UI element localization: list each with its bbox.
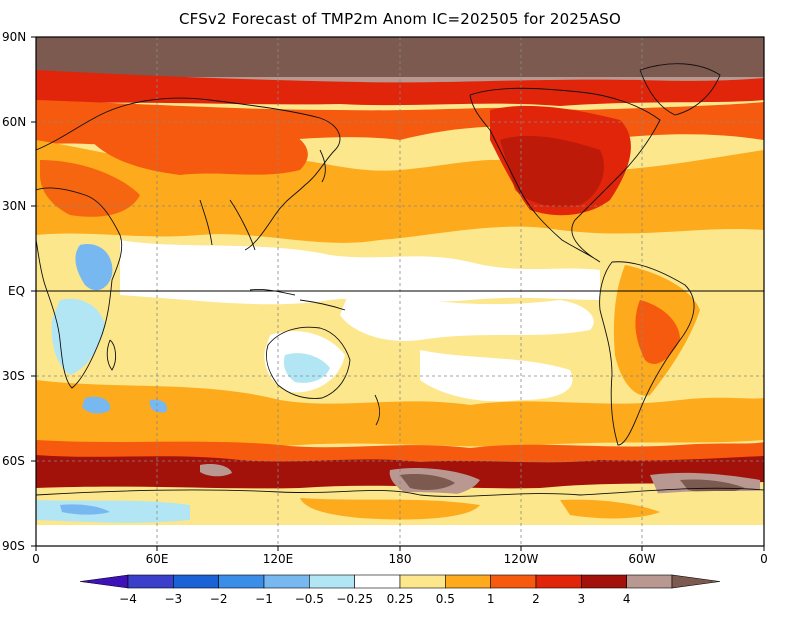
colorbar-tick-label: −0.5: [294, 592, 324, 606]
lat-label: 90N: [2, 30, 27, 44]
lon-label: 60W: [628, 552, 656, 566]
colorbar-tick-label: 1: [486, 592, 495, 606]
lat-label: 90S: [2, 539, 25, 553]
colorbar: [79, 574, 721, 589]
lat-label: 60N: [2, 115, 27, 129]
colorbar-swatch: [490, 574, 537, 589]
colorbar-arrow-high: [671, 574, 721, 589]
colorbar-swatch: [354, 574, 401, 589]
lat-label: 30N: [2, 199, 27, 213]
coastlines: [36, 63, 764, 497]
colorbar-tick-label: −0.25: [336, 592, 374, 606]
colorbar-swatch: [399, 574, 446, 589]
lat-label: 60S: [2, 454, 25, 468]
axis-ticks: [31, 36, 765, 551]
colorbar-swatch: [581, 574, 627, 589]
colorbar-swatch: [445, 574, 491, 589]
colorbar-tick-label: −2: [209, 592, 228, 606]
colorbar-arrow-low: [79, 574, 129, 589]
lon-label: 0: [760, 552, 768, 566]
lon-label: 60E: [145, 552, 169, 566]
colorbar-swatch: [127, 574, 174, 589]
colorbar-tick-label: 4: [622, 592, 631, 606]
colorbar-tick-label: −4: [119, 592, 137, 606]
lat-label: EQ: [8, 284, 26, 298]
colorbar-swatch: [173, 574, 219, 589]
colorbar-tick-label: 0.5: [435, 592, 455, 606]
lat-label: 30S: [2, 369, 25, 383]
colorbar-tick-label: 2: [532, 592, 540, 606]
lon-label: 120E: [262, 552, 294, 566]
colorbar-tick-label: −3: [164, 592, 183, 606]
lon-label: 180: [388, 552, 412, 566]
colorbar-tick-label: −1: [255, 592, 273, 606]
map-title: CFSv2 Forecast of TMP2m Anom IC=202505 f…: [178, 10, 622, 28]
lon-label: 0: [32, 552, 40, 566]
colorbar-swatch: [309, 574, 355, 589]
colorbar-tick-label: 0.25: [386, 592, 414, 606]
colorbar-swatch: [218, 574, 265, 589]
colorbar-swatch: [535, 574, 582, 589]
lon-label: 120W: [503, 552, 539, 566]
colorbar-swatch: [263, 574, 310, 589]
colorbar-tick-label: 3: [577, 592, 586, 606]
colorbar-swatch: [626, 574, 673, 589]
